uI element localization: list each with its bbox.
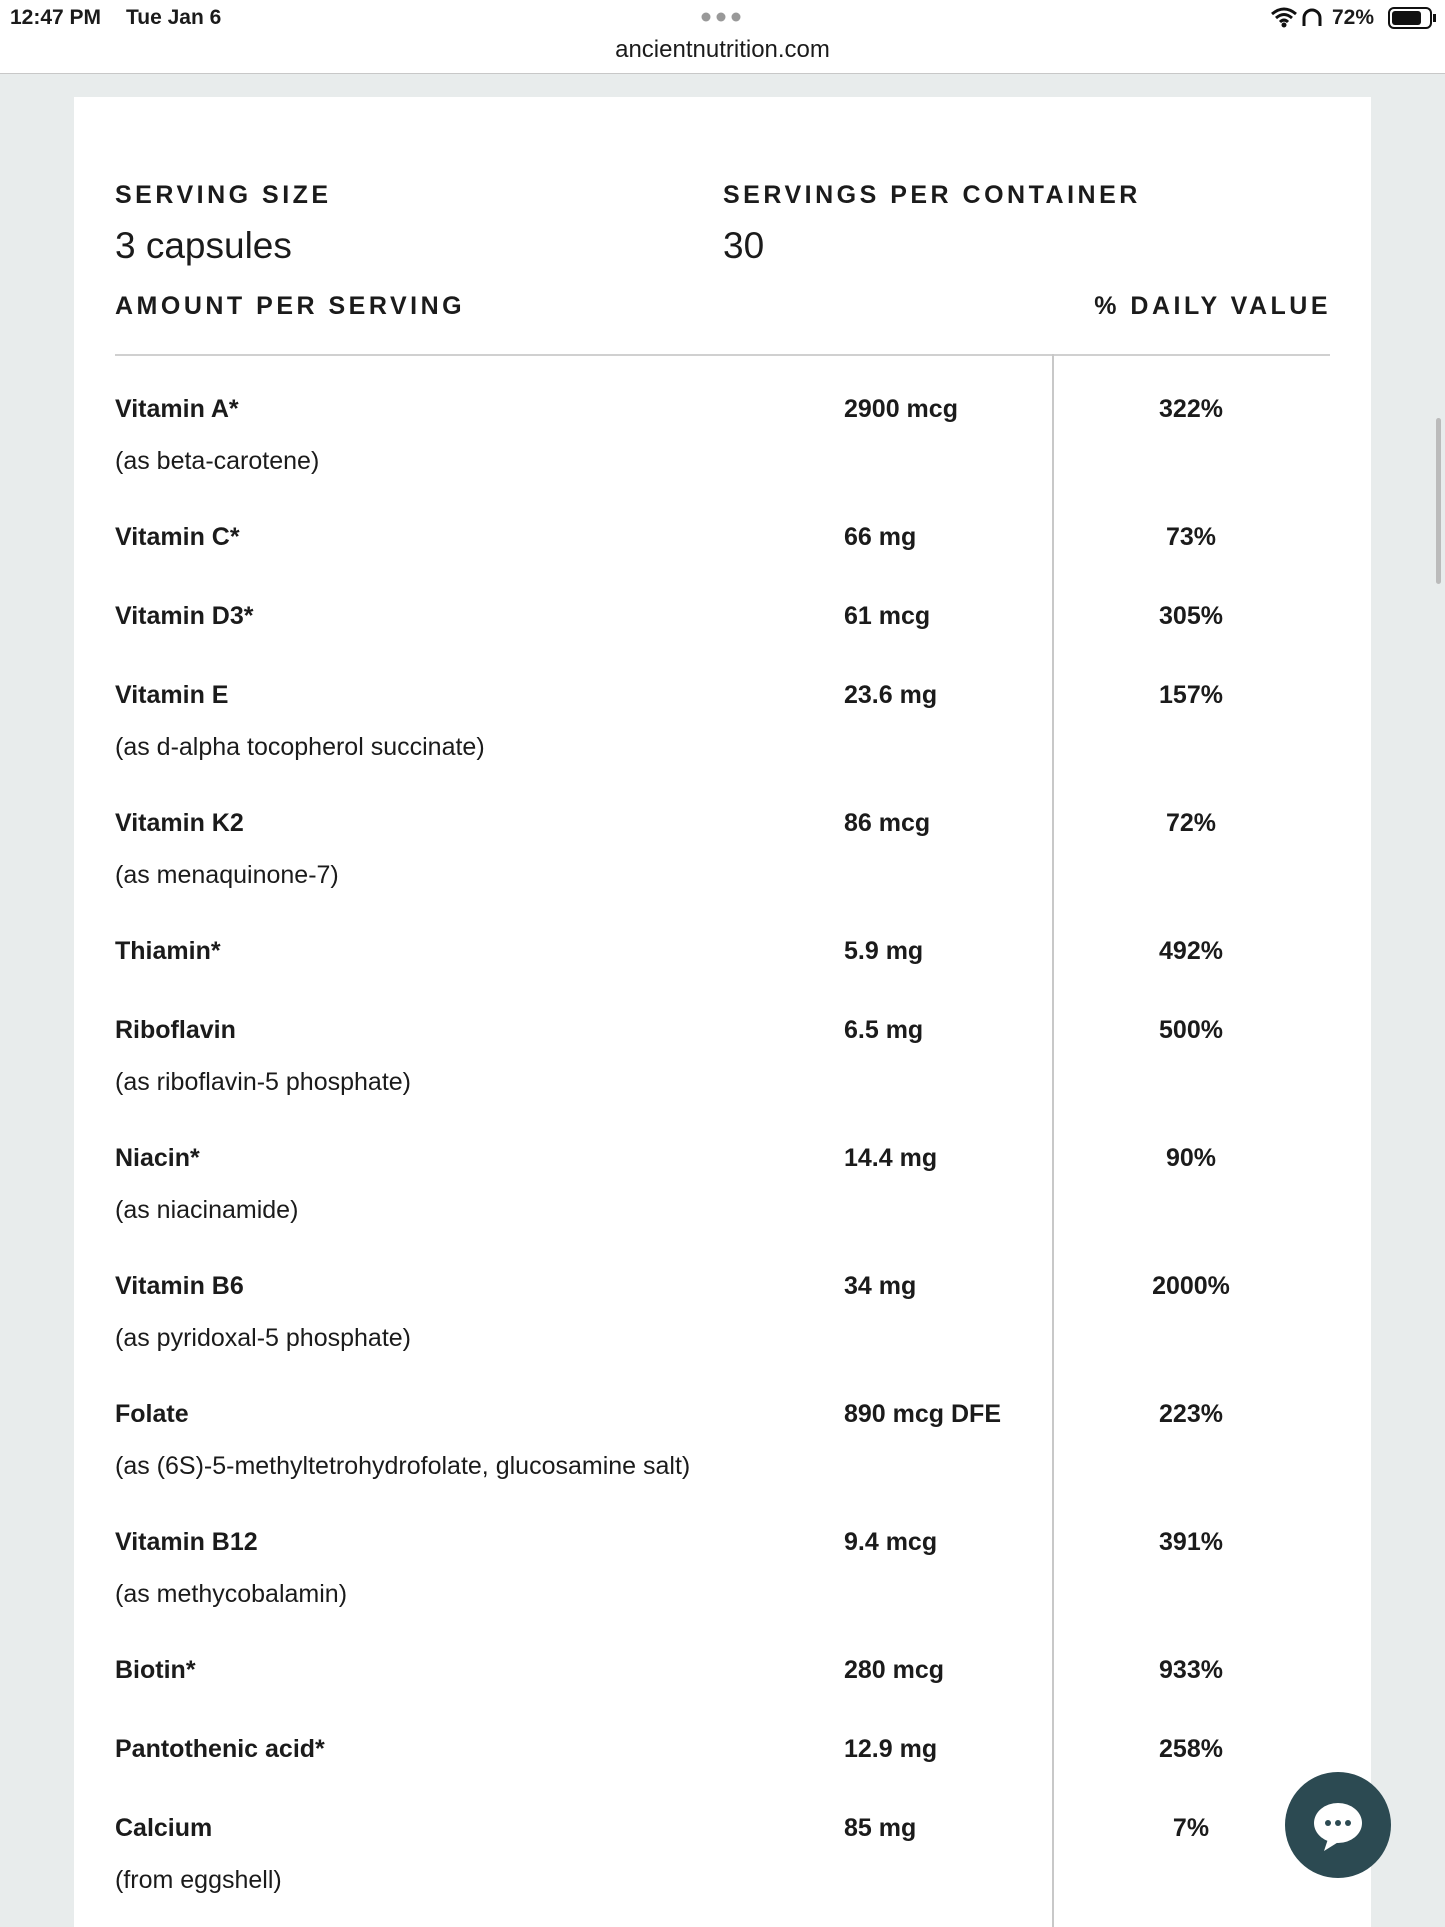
daily-value: 72% (1165, 809, 1217, 837)
nutrient-name: Vitamin B6 (115, 1272, 244, 1300)
nutrient-source: (as methycobalamin) (115, 1580, 348, 1608)
nutrient-name: Riboflavin (115, 1016, 236, 1044)
servings: 30 (723, 225, 765, 266)
nutrition-panel (74, 97, 1371, 1927)
nutrient-name: Thiamin* (115, 937, 221, 965)
nutrient-amount: 86 mcg (844, 809, 931, 837)
nutrient-source: (as riboflavin-5 phosphate) (115, 1068, 411, 1096)
nutrient-name: Vitamin E (115, 681, 229, 709)
nutrient-name: Vitamin D3* (115, 602, 254, 630)
nutrient-amount: 23.6 mg (844, 681, 938, 709)
nutrient-source: (from eggshell) (115, 1866, 282, 1894)
nutrient-name: Folate (115, 1400, 189, 1428)
nutrient-amount: 890 mcg DFE (844, 1400, 1002, 1428)
battery-percent: 72% (1332, 6, 1375, 29)
nutrient-name: Pantothenic acid* (115, 1735, 325, 1763)
daily-value: 492% (1159, 937, 1223, 965)
nutrient-amount: 2900 mcg (844, 395, 958, 423)
column-divider (1052, 354, 1054, 1927)
nutrient-amount: 5.9 mg (844, 937, 924, 965)
serving-size-label: SERVING SIZE (115, 181, 332, 209)
nutrient-amount: 66 mg (844, 523, 917, 551)
url[interactable]: ancientnutrition.com (615, 36, 830, 63)
tab-dots[interactable] (700, 11, 742, 23)
daily-value: 391% (1159, 1528, 1223, 1556)
chat-button[interactable] (1284, 1771, 1392, 1879)
nutrient-amount: 34 mg (844, 1272, 917, 1300)
nutrient-name: Vitamin B12 (115, 1528, 258, 1556)
nutrient-name: Vitamin C* (115, 523, 240, 551)
nutrient-name: Vitamin A* (115, 395, 239, 423)
divider (115, 354, 1330, 356)
daily-value: 73% (1165, 523, 1217, 551)
nutrient-amount: 85 mg (844, 1814, 917, 1842)
daily-value: 322% (1159, 395, 1223, 423)
daily-value: 933% (1159, 1656, 1223, 1684)
nutrient-source: (as niacinamide) (115, 1196, 299, 1224)
nutrient-name: Vitamin K2 (115, 809, 244, 837)
daily-value: 157% (1159, 681, 1223, 709)
status-bar: 12:47 PM Tue Jan 6 ancientnutrition.com … (0, 0, 1445, 74)
serving-size: 3 capsules (115, 225, 292, 266)
nutrient-source: (as beta-carotene) (115, 447, 320, 475)
nutrient-name: Niacin* (115, 1144, 200, 1172)
daily-value: 223% (1159, 1400, 1223, 1428)
scrollbar[interactable] (1436, 418, 1441, 584)
servings-label: SERVINGS PER CONTAINER (723, 181, 1141, 209)
nutrient-amount: 9.4 mcg (844, 1528, 938, 1556)
nutrient-amount: 280 mcg (844, 1656, 945, 1684)
nutrient-amount: 61 mcg (844, 602, 931, 630)
nutrient-source: (as menaquinone-7) (115, 861, 339, 889)
daily-value: 2000% (1152, 1272, 1230, 1300)
amount-label: AMOUNT PER SERVING (115, 292, 466, 320)
daily-value: 258% (1159, 1735, 1223, 1763)
daily-value: 90% (1165, 1144, 1217, 1172)
nutrient-amount: 6.5 mg (844, 1016, 924, 1044)
daily-value: 500% (1159, 1016, 1223, 1044)
nutrient-name: Calcium (115, 1814, 213, 1842)
nutrient-name: Biotin* (115, 1656, 196, 1684)
date: Tue Jan 6 (126, 6, 222, 29)
nutrient-source: (as pyridoxal-5 phosphate) (115, 1324, 411, 1352)
status-icons (1271, 7, 1322, 28)
nutrient-source: (as d-alpha tocopherol succinate) (115, 733, 485, 761)
daily-value: 7% (1172, 1814, 1210, 1842)
nutrient-amount: 12.9 mg (844, 1735, 938, 1763)
nutrient-amount: 14.4 mg (844, 1144, 938, 1172)
daily-value: 305% (1159, 602, 1223, 630)
dv-label: % DAILY VALUE (1094, 292, 1331, 320)
battery-icon (1388, 7, 1436, 29)
nutrient-source: (as (6S)-5-methyltetrohydrofolate, gluco… (115, 1452, 691, 1480)
time: 12:47 PM (10, 6, 102, 29)
